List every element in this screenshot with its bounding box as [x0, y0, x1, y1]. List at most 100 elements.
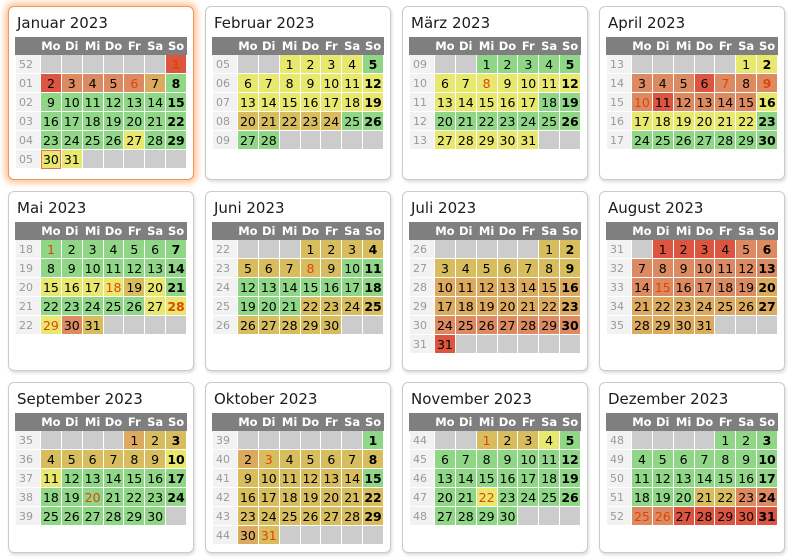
- day-cell-21[interactable]: 21: [693, 487, 716, 507]
- day-cell-23[interactable]: 23: [40, 130, 62, 150]
- day-cell-9[interactable]: 9: [496, 449, 519, 469]
- day-cell-28[interactable]: 28: [631, 315, 653, 335]
- day-cell-19[interactable]: 19: [651, 487, 674, 507]
- day-cell-11[interactable]: 11: [362, 258, 384, 278]
- day-cell-26[interactable]: 26: [735, 296, 758, 316]
- day-cell-18[interactable]: 18: [454, 296, 477, 316]
- day-cell-7[interactable]: 7: [693, 449, 716, 469]
- day-cell-15[interactable]: 15: [651, 277, 674, 297]
- day-cell-24[interactable]: 24: [756, 487, 778, 507]
- day-cell-9[interactable]: 9: [144, 449, 167, 469]
- day-cell-2[interactable]: 2: [320, 239, 343, 259]
- day-cell-6[interactable]: 6: [434, 73, 456, 93]
- day-cell-28[interactable]: 28: [278, 315, 301, 335]
- day-cell-5[interactable]: 5: [237, 258, 259, 278]
- day-cell-12[interactable]: 12: [672, 92, 695, 112]
- day-cell-10[interactable]: 10: [165, 449, 187, 469]
- day-cell-22[interactable]: 22: [714, 487, 737, 507]
- day-cell-27[interactable]: 27: [434, 506, 456, 526]
- day-cell-25[interactable]: 25: [278, 506, 301, 526]
- day-cell-26[interactable]: 26: [559, 487, 581, 507]
- day-cell-22[interactable]: 22: [165, 111, 187, 131]
- day-cell-21[interactable]: 21: [144, 111, 167, 131]
- day-cell-22[interactable]: 22: [278, 111, 301, 131]
- day-cell-15[interactable]: 15: [40, 277, 62, 297]
- day-cell-10[interactable]: 10: [517, 73, 540, 93]
- day-cell-23[interactable]: 23: [496, 111, 519, 131]
- day-cell-15[interactable]: 15: [123, 468, 146, 488]
- day-cell-30[interactable]: 30: [672, 315, 695, 335]
- day-cell-23[interactable]: 23: [320, 296, 343, 316]
- day-cell-27[interactable]: 27: [257, 315, 280, 335]
- day-cell-9[interactable]: 9: [756, 73, 778, 93]
- day-cell-27[interactable]: 27: [496, 315, 519, 335]
- day-cell-21[interactable]: 21: [454, 487, 477, 507]
- day-cell-5[interactable]: 5: [559, 54, 581, 74]
- day-cell-28[interactable]: 28: [517, 315, 540, 335]
- day-cell-4[interactable]: 4: [362, 239, 384, 259]
- day-cell-8[interactable]: 8: [278, 73, 301, 93]
- day-cell-20[interactable]: 20: [434, 111, 456, 131]
- day-cell-2[interactable]: 2: [40, 73, 62, 93]
- day-cell-23[interactable]: 23: [60, 296, 83, 316]
- day-cell-1[interactable]: 1: [165, 54, 187, 74]
- day-cell-11[interactable]: 11: [102, 258, 125, 278]
- day-cell-4[interactable]: 4: [102, 239, 125, 259]
- day-cell-2[interactable]: 2: [756, 54, 778, 74]
- day-cell-18[interactable]: 18: [40, 487, 62, 507]
- day-cell-13[interactable]: 13: [320, 468, 343, 488]
- day-cell-14[interactable]: 14: [341, 468, 364, 488]
- day-cell-5[interactable]: 5: [60, 449, 83, 469]
- day-cell-28[interactable]: 28: [257, 130, 280, 150]
- day-cell-27[interactable]: 27: [123, 130, 146, 150]
- day-cell-31[interactable]: 31: [517, 130, 540, 150]
- day-cell-2[interactable]: 2: [672, 239, 695, 259]
- day-cell-15[interactable]: 15: [475, 92, 498, 112]
- day-cell-3[interactable]: 3: [320, 54, 343, 74]
- day-cell-12[interactable]: 12: [559, 73, 581, 93]
- day-cell-5[interactable]: 5: [475, 258, 498, 278]
- day-cell-26[interactable]: 26: [559, 111, 581, 131]
- day-cell-12[interactable]: 12: [123, 258, 146, 278]
- day-cell-23[interactable]: 23: [672, 296, 695, 316]
- day-cell-20[interactable]: 20: [81, 487, 104, 507]
- day-cell-28[interactable]: 28: [102, 506, 125, 526]
- day-cell-14[interactable]: 14: [454, 468, 477, 488]
- day-cell-9[interactable]: 9: [320, 258, 343, 278]
- day-cell-30[interactable]: 30: [496, 506, 519, 526]
- day-cell-25[interactable]: 25: [651, 130, 674, 150]
- day-cell-26[interactable]: 26: [651, 506, 674, 526]
- day-cell-28[interactable]: 28: [693, 506, 716, 526]
- day-cell-2[interactable]: 2: [496, 54, 519, 74]
- day-cell-2[interactable]: 2: [144, 430, 167, 450]
- day-cell-2[interactable]: 2: [735, 430, 758, 450]
- day-cell-24[interactable]: 24: [434, 315, 456, 335]
- day-cell-4[interactable]: 4: [538, 430, 561, 450]
- day-cell-24[interactable]: 24: [81, 296, 104, 316]
- day-cell-17[interactable]: 17: [257, 487, 280, 507]
- day-cell-29[interactable]: 29: [299, 315, 322, 335]
- day-cell-6[interactable]: 6: [81, 449, 104, 469]
- day-cell-18[interactable]: 18: [81, 111, 104, 131]
- day-cell-27[interactable]: 27: [81, 506, 104, 526]
- day-cell-28[interactable]: 28: [144, 130, 167, 150]
- day-cell-25[interactable]: 25: [454, 315, 477, 335]
- day-cell-25[interactable]: 25: [40, 506, 62, 526]
- day-cell-7[interactable]: 7: [631, 258, 653, 278]
- day-cell-15[interactable]: 15: [538, 277, 561, 297]
- day-cell-24[interactable]: 24: [517, 111, 540, 131]
- day-cell-1[interactable]: 1: [40, 239, 62, 259]
- day-cell-4[interactable]: 4: [278, 449, 301, 469]
- day-cell-26[interactable]: 26: [475, 315, 498, 335]
- day-cell-31[interactable]: 31: [434, 334, 456, 354]
- day-cell-6[interactable]: 6: [123, 73, 146, 93]
- day-cell-6[interactable]: 6: [672, 449, 695, 469]
- day-cell-12[interactable]: 12: [559, 449, 581, 469]
- day-cell-20[interactable]: 20: [123, 111, 146, 131]
- day-cell-31[interactable]: 31: [756, 506, 778, 526]
- day-cell-1[interactable]: 1: [538, 239, 561, 259]
- day-cell-17[interactable]: 17: [165, 468, 187, 488]
- day-cell-21[interactable]: 21: [165, 277, 187, 297]
- day-cell-30[interactable]: 30: [144, 506, 167, 526]
- day-cell-15[interactable]: 15: [475, 468, 498, 488]
